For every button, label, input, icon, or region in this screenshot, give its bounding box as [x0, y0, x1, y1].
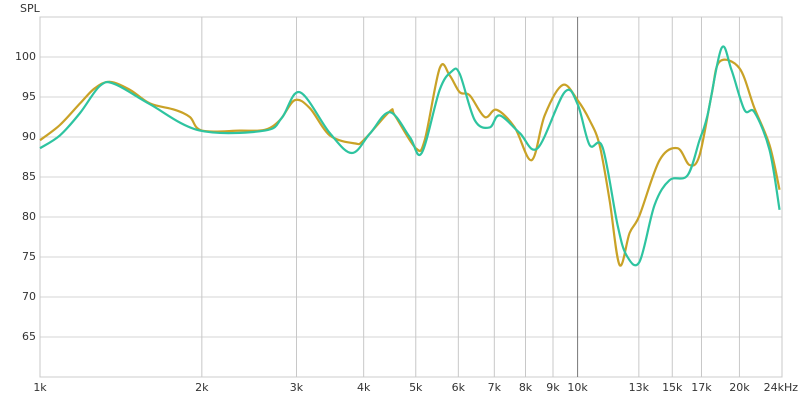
y-tick-label: 100 [15, 50, 36, 63]
x-tick-label: 13k [629, 381, 650, 394]
x-tick-label: 9k [546, 381, 560, 394]
line-series [39, 45, 781, 267]
x-tick-label: 3k [290, 381, 304, 394]
y-axis-label: SPL [20, 2, 41, 15]
y-tick-label: 85 [22, 170, 36, 183]
x-tick-label: 5k [409, 381, 423, 394]
y-tick-label: 80 [22, 210, 36, 223]
x-tick-label: 7k [488, 381, 502, 394]
y-tick-label: 70 [22, 290, 36, 303]
x-tick-label: 24kHz [764, 381, 799, 394]
x-tick-label: 6k [452, 381, 466, 394]
y-tick-label: 65 [22, 330, 36, 343]
x-tick-label: 10k [567, 381, 588, 394]
y-tick-label: 95 [22, 90, 36, 103]
x-tick-label: 20k [729, 381, 750, 394]
line-series [39, 58, 781, 267]
x-tick-label: 15k [662, 381, 683, 394]
x-tick-label: 1k [33, 381, 47, 394]
x-tick-label: 2k [195, 381, 209, 394]
x-tick-label: 4k [357, 381, 371, 394]
x-tick-label: 17k [691, 381, 712, 394]
y-tick-label: 90 [22, 130, 36, 143]
y-tick-label: 75 [22, 250, 36, 263]
x-tick-label: 8k [519, 381, 533, 394]
